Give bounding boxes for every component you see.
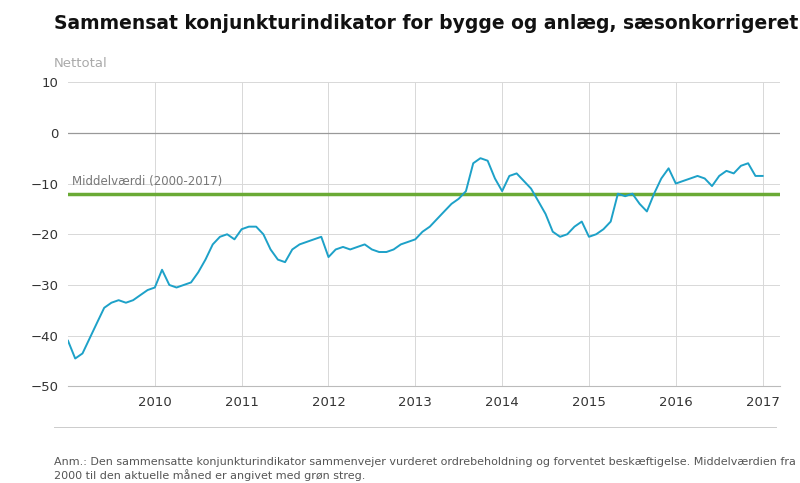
Text: Middelværdi (2000-2017): Middelværdi (2000-2017)	[72, 174, 222, 187]
Text: Anm.: Den sammensatte konjunkturindikator sammenvejer vurderet ordrebeholdning o: Anm.: Den sammensatte konjunkturindikato…	[54, 455, 800, 481]
Text: Sammensat konjunkturindikator for bygge og anlæg, sæsonkorrigeret: Sammensat konjunkturindikator for bygge …	[54, 14, 798, 33]
Text: Nettotal: Nettotal	[54, 57, 107, 70]
